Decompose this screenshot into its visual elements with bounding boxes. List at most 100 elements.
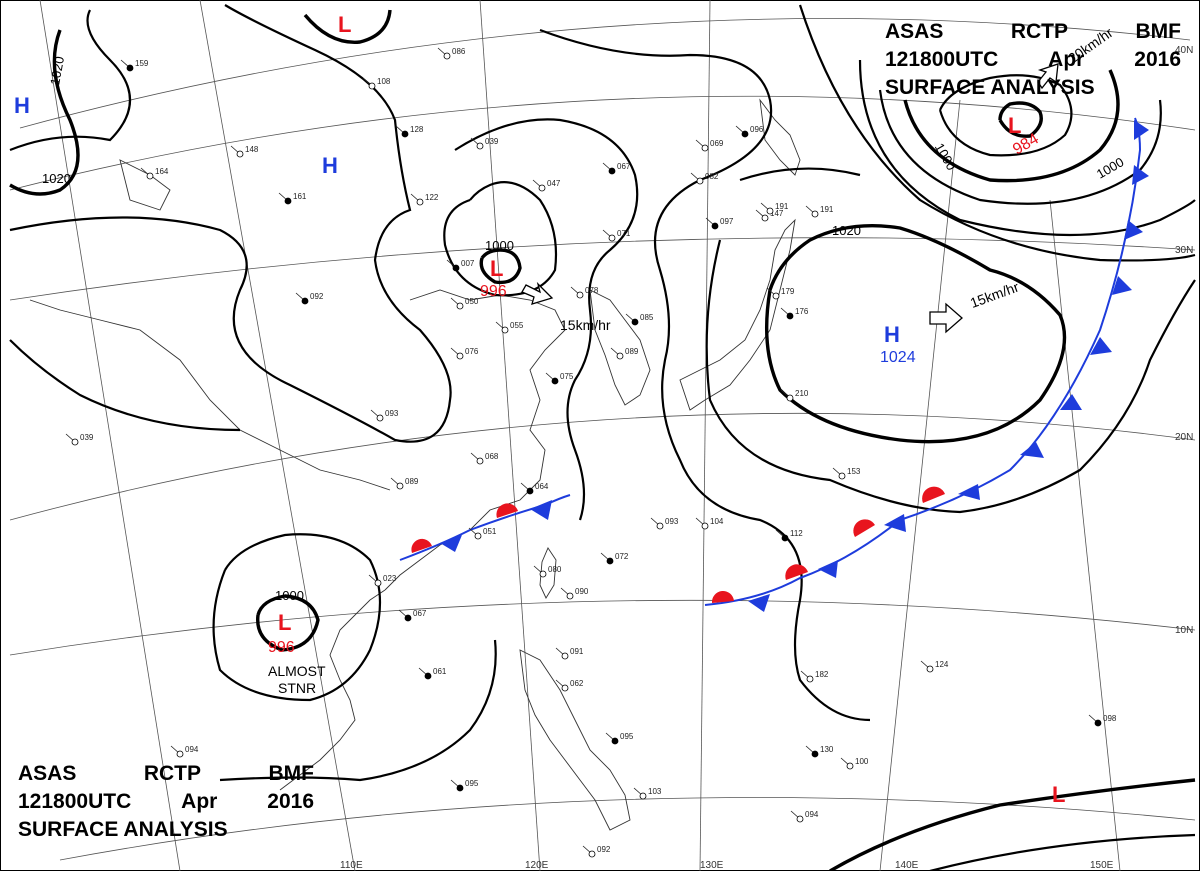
station-circle (656, 522, 664, 530)
station-pressure: 104 (710, 517, 724, 526)
station-pressure: 076 (465, 347, 479, 356)
station-pressure: 067 (413, 609, 427, 618)
korea (589, 289, 651, 406)
station-plot: 007 (446, 259, 475, 272)
station-pressure: 085 (640, 313, 654, 322)
station-plot: 103 (633, 787, 662, 800)
station-circle (766, 207, 774, 215)
station-circle (761, 214, 769, 222)
station-circle (811, 750, 819, 758)
station-pressure: 095 (465, 779, 479, 788)
station-circle (416, 198, 424, 206)
station-pressure: 148 (245, 145, 259, 154)
station-pressure: 039 (485, 137, 499, 146)
station-plot: 148 (230, 145, 259, 158)
station-pressure: 159 (135, 59, 149, 68)
station-circle (696, 177, 704, 185)
station-plot: 182 (800, 670, 829, 683)
title-bottom-center: RCTP (143, 762, 202, 785)
cold-front-marks (440, 120, 1149, 612)
station-pressure: 097 (720, 217, 734, 226)
japan (679, 218, 796, 411)
lon-120e-label: 120E (525, 860, 549, 871)
station-circle (701, 144, 709, 152)
station-plot: 098 (1088, 714, 1117, 727)
station-circle (561, 684, 569, 692)
low-ne-symbol: L (1008, 113, 1021, 138)
title-top-product: SURFACE ANALYSIS (885, 76, 1095, 99)
station-plot: 068 (470, 452, 499, 465)
station-pressure: 210 (795, 389, 809, 398)
station-plots: 159 086 108 128 148 164 161 122 039 067 047 071 096 0… (65, 47, 1117, 858)
station-pressure: 128 (410, 125, 424, 134)
station-circle (396, 482, 404, 490)
lat-10n-label: 10N (1175, 625, 1193, 636)
station-circle (639, 792, 647, 800)
lat-20n-label: 20N (1175, 432, 1193, 443)
station-pressure: 067 (617, 162, 631, 171)
station-circle (741, 130, 749, 138)
station-circle (538, 184, 546, 192)
station-plot: 061 (418, 667, 447, 680)
station-plot: 067 (398, 609, 427, 622)
station-pressure: 124 (935, 660, 949, 669)
station-plot: 147 (755, 209, 784, 222)
title-bottom-line3: SURFACE ANALYSIS (18, 816, 314, 844)
station-circle (424, 672, 432, 680)
station-circle (631, 318, 639, 326)
station-pressure: 007 (461, 259, 475, 268)
station-circle (711, 222, 719, 230)
station-plot: 191 (805, 205, 834, 218)
station-plot: 078 (570, 286, 599, 299)
title-bottom-time: 121800UTC (18, 790, 132, 813)
low-china-symbol: L (490, 256, 503, 281)
station-circle (443, 52, 451, 60)
isobar-label-1000-china: 1000 (485, 238, 514, 253)
station-circle (236, 150, 244, 158)
taiwan (539, 547, 557, 599)
station-plot: 039 (470, 137, 499, 150)
station-pressure: 086 (452, 47, 466, 56)
station-circle (786, 312, 794, 320)
station-plot: 176 (780, 307, 809, 320)
lat-30n-label: 30N (1175, 245, 1193, 256)
station-pressure: 069 (710, 139, 724, 148)
station-pressure: 075 (560, 372, 574, 381)
station-plot: 100 (840, 757, 869, 770)
station-pressure: 089 (405, 477, 419, 486)
station-pressure: 072 (615, 552, 629, 561)
motion-arrow-ne (1037, 63, 1059, 90)
station-pressure: 191 (820, 205, 834, 214)
station-plot: 071 (602, 229, 631, 242)
graticule (9, 0, 1196, 871)
station-pressure: 092 (597, 845, 611, 854)
station-pressure: 071 (617, 229, 631, 238)
station-pressure: 098 (1103, 714, 1117, 723)
title-bottom-line2: 121800UTC Apr 2016 (18, 788, 314, 816)
title-bottom-product: SURFACE ANALYSIS (18, 818, 228, 841)
station-pressure: 050 (465, 297, 479, 306)
station-pressure: 078 (585, 286, 599, 295)
station-plot: 095 (450, 779, 479, 792)
station-circle (176, 750, 184, 758)
station-plot: 064 (520, 482, 549, 495)
high-pacific-symbol: H (884, 322, 900, 347)
station-circle (566, 592, 574, 600)
station-pressure: 055 (510, 321, 524, 330)
station-circle (786, 394, 794, 402)
station-plot: 086 (437, 47, 466, 60)
station-plot: 095 (605, 732, 634, 745)
station-pressure: 080 (548, 565, 562, 574)
motion-arrow-china (521, 281, 554, 305)
station-plot: 153 (832, 467, 861, 480)
station-circle (701, 522, 709, 530)
station-pressure: 182 (815, 670, 829, 679)
station-circle (401, 130, 409, 138)
station-pressure: 094 (805, 810, 819, 819)
station-pressure: 176 (795, 307, 809, 316)
station-plot: 062 (555, 679, 584, 692)
station-plot: 096 (735, 125, 764, 138)
lon-130e-label: 130E (700, 860, 724, 871)
station-circle (781, 534, 789, 542)
